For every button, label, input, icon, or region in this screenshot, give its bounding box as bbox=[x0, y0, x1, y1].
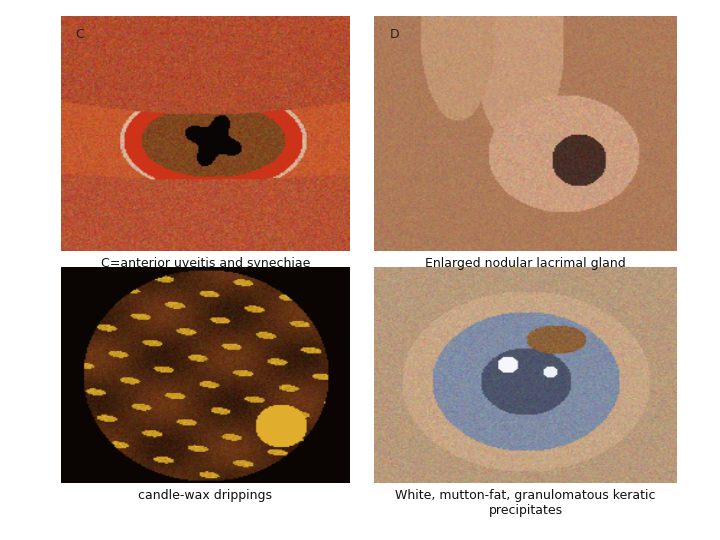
Text: C: C bbox=[76, 28, 84, 41]
Text: White, mutton-fat, granulomatous keratic
precipitates: White, mutton-fat, granulomatous keratic… bbox=[395, 489, 656, 517]
Text: D: D bbox=[390, 28, 399, 41]
Text: Enlarged nodular lacrimal gland: Enlarged nodular lacrimal gland bbox=[426, 256, 626, 269]
Text: C=anterior uveitis and synechiae: C=anterior uveitis and synechiae bbox=[101, 256, 310, 269]
Text: candle-wax drippings: candle-wax drippings bbox=[138, 489, 272, 502]
